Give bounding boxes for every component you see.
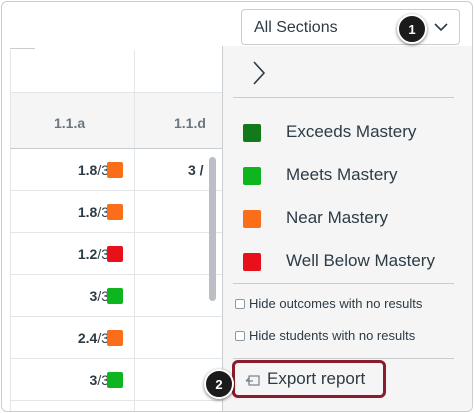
legend-panel: Exceeds Mastery Meets Mastery Near Mastery… xyxy=(222,46,472,411)
grid-divider xyxy=(10,92,222,93)
legend-label: Well Below Mastery xyxy=(286,251,435,270)
score-value[interactable]: 2.4/3 xyxy=(77,330,109,346)
section-select-value: All Sections xyxy=(254,19,338,36)
legend-label: Meets Mastery xyxy=(286,165,398,184)
callout-badge-1: 1 xyxy=(397,14,427,44)
legend-swatch xyxy=(243,253,261,271)
score-value-1-1-d[interactable]: 3 / xyxy=(188,162,204,178)
row-divider xyxy=(10,232,222,233)
hide-outcomes-label: Hide outcomes with no results xyxy=(249,296,423,311)
score-value[interactable]: 1.8/3 xyxy=(77,162,109,178)
table-row: 1.8/3 3 / xyxy=(10,149,222,191)
row-divider xyxy=(10,316,222,317)
grid-divider xyxy=(134,50,135,411)
row-divider xyxy=(10,358,222,359)
score-value[interactable]: 3/3 xyxy=(89,288,109,304)
score-value[interactable]: 1.8/3 xyxy=(77,204,109,220)
mastery-indicator xyxy=(107,204,123,220)
divider xyxy=(233,358,454,359)
divider xyxy=(233,283,454,284)
score-value[interactable]: 1.2/3 xyxy=(77,246,109,262)
legend-label: Exceeds Mastery xyxy=(286,122,417,141)
mastery-indicator xyxy=(107,162,123,178)
divider xyxy=(233,97,454,98)
chevron-down-icon xyxy=(434,23,448,32)
table-row: 3/3 xyxy=(10,275,222,317)
column-header-1-1-a[interactable]: 1.1.a xyxy=(54,115,86,131)
score-value[interactable]: 3/3 xyxy=(89,372,109,388)
checkbox[interactable] xyxy=(235,331,245,341)
table-row: 2.4/3 xyxy=(10,317,222,359)
outcomes-grid: 1.1.a 1.1.d 1.8/3 3 / 1.8/3 1.2/3 3/3 2.4/3 3/… xyxy=(10,50,222,411)
table-row: 3/3 xyxy=(10,359,222,401)
row-divider xyxy=(10,400,222,401)
mastery-indicator xyxy=(107,288,123,304)
callout-badge-2: 2 xyxy=(204,369,234,399)
grid-header xyxy=(10,92,222,149)
section-select[interactable]: All Sections xyxy=(241,9,460,45)
legend-swatch xyxy=(243,167,261,185)
checkbox[interactable] xyxy=(235,299,245,309)
grid-divider xyxy=(10,148,222,149)
divider xyxy=(10,48,35,49)
table-row: 1.8/3 xyxy=(10,191,222,233)
mastery-indicator xyxy=(107,246,123,262)
export-report-label: Export report xyxy=(267,369,366,388)
export-report-button[interactable]: Export report xyxy=(232,360,386,398)
table-row: 1.2/3 xyxy=(10,233,222,275)
export-icon xyxy=(245,375,260,386)
legend-swatch xyxy=(243,124,261,142)
row-divider xyxy=(10,190,222,191)
column-header-1-1-d[interactable]: 1.1.d xyxy=(174,115,206,131)
grid-divider xyxy=(10,50,11,411)
mastery-indicator xyxy=(107,330,123,346)
legend-swatch xyxy=(243,210,261,228)
row-divider xyxy=(10,274,222,275)
mastery-indicator xyxy=(107,372,123,388)
hide-students-label: Hide students with no results xyxy=(249,328,416,343)
grid-scrollbar[interactable] xyxy=(209,157,216,301)
chevron-right-icon[interactable] xyxy=(251,60,267,86)
legend-label: Near Mastery xyxy=(286,208,389,227)
